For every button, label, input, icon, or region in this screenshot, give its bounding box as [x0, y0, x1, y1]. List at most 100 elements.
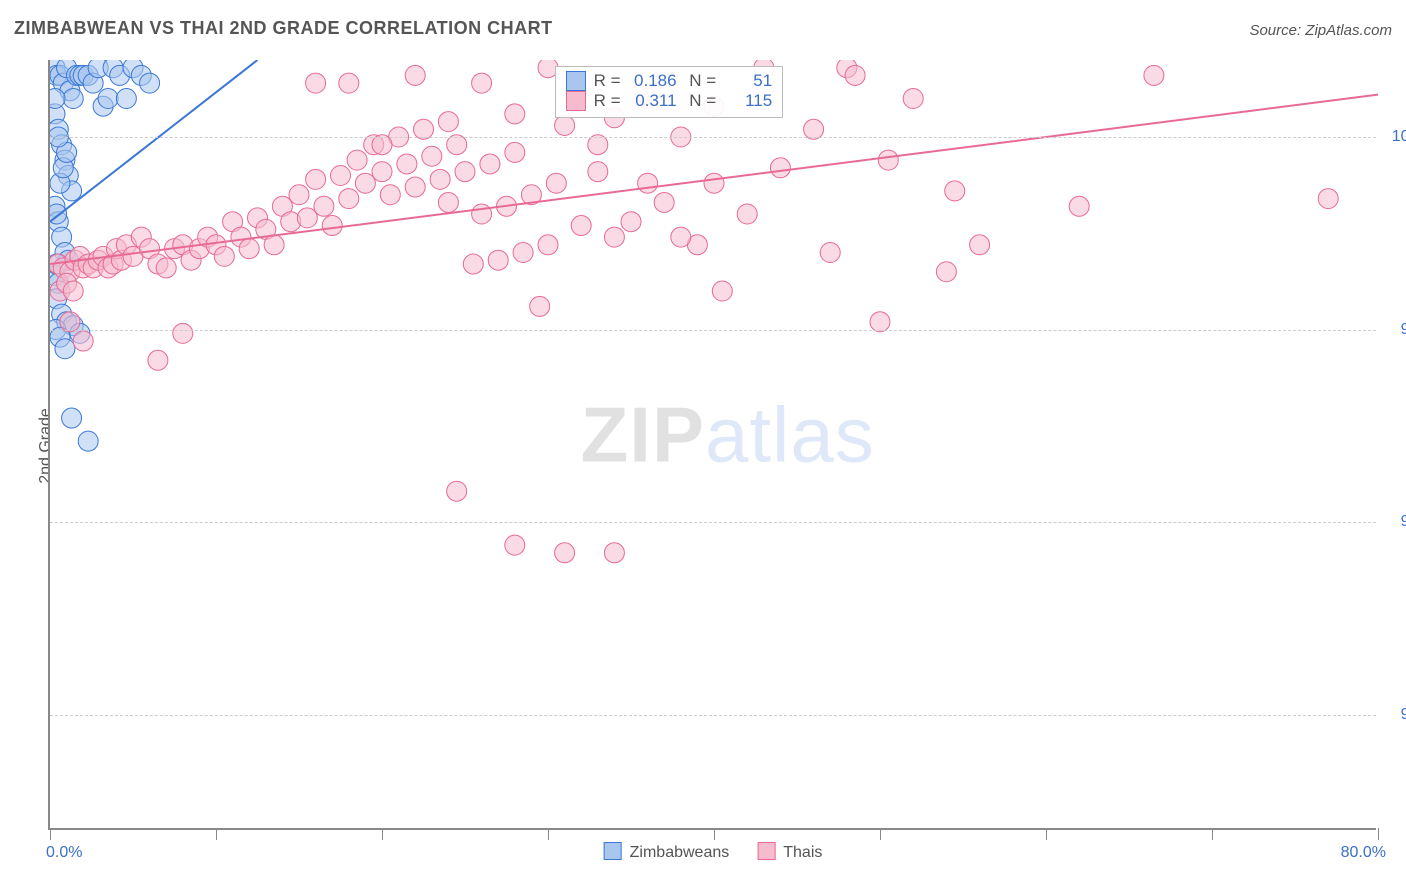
data-point-thais — [903, 89, 923, 109]
data-point-thais — [455, 162, 475, 182]
data-point-zimbabweans — [140, 73, 160, 93]
data-point-thais — [845, 65, 865, 85]
x-axis-min-label: 0.0% — [46, 844, 82, 862]
data-point-thais — [530, 296, 550, 316]
x-axis-max-label: 80.0% — [1341, 844, 1386, 862]
data-point-thais — [505, 104, 525, 124]
stats-n-label: N = — [685, 91, 717, 111]
data-point-thais — [555, 543, 575, 563]
legend-label: Zimbabweans — [630, 844, 730, 861]
y-tick-label: 100.0% — [1386, 128, 1406, 146]
data-point-thais — [73, 331, 93, 351]
data-point-thais — [480, 154, 500, 174]
chart-title: ZIMBABWEAN VS THAI 2ND GRADE CORRELATION… — [14, 18, 553, 39]
data-point-thais — [322, 216, 342, 236]
data-point-thais — [704, 173, 724, 193]
data-point-thais — [430, 169, 450, 189]
x-tick — [1046, 828, 1047, 840]
data-point-thais — [239, 239, 259, 259]
data-point-thais — [355, 173, 375, 193]
legend-swatch-thais — [757, 842, 775, 860]
stats-n-value: 115 — [724, 91, 772, 111]
stats-legend-box: R = 0.186 N = 51R = 0.311 N = 115 — [555, 66, 784, 118]
data-point-thais — [712, 281, 732, 301]
data-point-thais — [438, 192, 458, 212]
x-tick — [216, 828, 217, 840]
data-point-thais — [936, 262, 956, 282]
data-point-thais — [380, 185, 400, 205]
data-point-zimbabweans — [50, 89, 65, 109]
swatch-thais — [566, 91, 586, 111]
data-point-thais — [571, 216, 591, 236]
data-point-thais — [264, 235, 284, 255]
data-point-thais — [289, 185, 309, 205]
gridline-h — [50, 330, 1376, 331]
data-point-thais — [372, 162, 392, 182]
data-point-thais — [472, 73, 492, 93]
legend-bottom: Zimbabweans Thais — [604, 842, 823, 862]
data-point-thais — [447, 481, 467, 501]
data-point-thais — [1318, 189, 1338, 209]
data-point-thais — [405, 65, 425, 85]
data-point-zimbabweans — [63, 89, 83, 109]
data-point-thais — [405, 177, 425, 197]
data-point-thais — [306, 73, 326, 93]
data-point-thais — [463, 254, 483, 274]
gridline-h — [50, 137, 1376, 138]
data-point-thais — [214, 246, 234, 266]
data-point-thais — [770, 158, 790, 178]
x-tick — [1378, 828, 1379, 840]
data-point-thais — [505, 142, 525, 162]
data-point-thais — [438, 112, 458, 132]
data-point-zimbabweans — [55, 339, 75, 359]
data-point-thais — [148, 350, 168, 370]
data-point-thais — [306, 169, 326, 189]
legend-item-thais: Thais — [757, 842, 822, 862]
data-point-thais — [331, 166, 351, 186]
legend-item-zimbabweans: Zimbabweans — [604, 842, 730, 862]
data-point-thais — [737, 204, 757, 224]
data-point-thais — [546, 173, 566, 193]
x-tick — [382, 828, 383, 840]
data-point-thais — [1144, 65, 1164, 85]
data-point-thais — [1069, 196, 1089, 216]
chart-plot-area: ZIPatlas R =0.186 N =51R =0.311 N =115 Z… — [48, 60, 1376, 830]
data-point-thais — [505, 535, 525, 555]
x-tick — [880, 828, 881, 840]
data-point-thais — [314, 196, 334, 216]
data-point-thais — [621, 212, 641, 232]
data-point-thais — [397, 154, 417, 174]
data-point-thais — [878, 150, 898, 170]
stats-r-value: 0.186 — [629, 71, 677, 91]
data-point-thais — [513, 243, 533, 263]
legend-label: Thais — [783, 844, 822, 861]
data-point-thais — [671, 227, 691, 247]
data-point-thais — [970, 235, 990, 255]
data-point-zimbabweans — [98, 89, 118, 109]
x-tick — [714, 828, 715, 840]
stats-n-value: 51 — [724, 71, 772, 91]
data-point-thais — [604, 227, 624, 247]
gridline-h — [50, 715, 1376, 716]
swatch-zimbabweans — [566, 71, 586, 91]
stats-r-label: R = — [594, 91, 621, 111]
stats-row-thais: R = 0.311 N = 115 — [566, 91, 773, 111]
data-point-thais — [347, 150, 367, 170]
data-point-thais — [339, 189, 359, 209]
data-point-thais — [339, 73, 359, 93]
x-tick — [1212, 828, 1213, 840]
y-tick-label: 97.5% — [1386, 321, 1406, 339]
legend-swatch-zimbabweans — [604, 842, 622, 860]
data-point-zimbabweans — [62, 408, 82, 428]
gridline-h — [50, 522, 1376, 523]
data-point-thais — [945, 181, 965, 201]
data-point-zimbabweans — [78, 431, 98, 451]
stats-r-value: 0.311 — [629, 91, 677, 111]
data-point-thais — [588, 162, 608, 182]
data-point-zimbabweans — [116, 89, 136, 109]
source-label: Source: ZipAtlas.com — [1249, 22, 1392, 39]
data-point-thais — [638, 173, 658, 193]
data-point-thais — [488, 250, 508, 270]
data-point-thais — [538, 235, 558, 255]
data-point-thais — [654, 192, 674, 212]
